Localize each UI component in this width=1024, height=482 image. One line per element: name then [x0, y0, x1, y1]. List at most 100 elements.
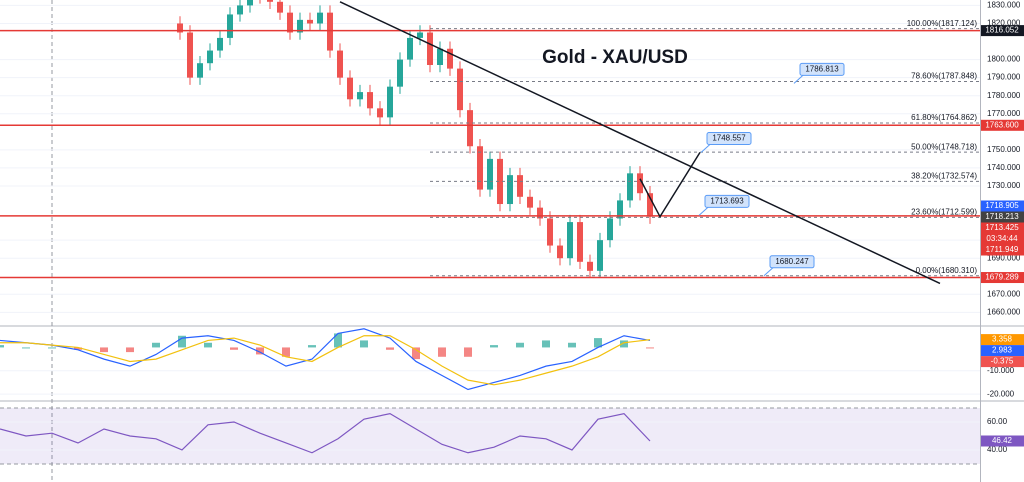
- y-tick-label: 1790.000: [987, 73, 1021, 82]
- fib-label: 61.80%(1764.862): [911, 113, 977, 122]
- candle-body: [237, 5, 243, 15]
- rsi-band: [0, 408, 980, 464]
- y-tick-label: 60.00: [987, 417, 1008, 426]
- callout-box: [769, 255, 815, 269]
- candle-body: [407, 37, 413, 60]
- y-tick-label: 1750.000: [987, 145, 1021, 154]
- price-tag: [981, 356, 1024, 368]
- y-tick-label: -20.000: [987, 389, 1015, 398]
- callout-box: [799, 62, 845, 76]
- candle-body: [297, 19, 303, 33]
- macd-histogram-bar: [646, 347, 654, 349]
- y-tick-label: 1780.000: [987, 91, 1021, 100]
- price-tag-label: 1763.600: [985, 120, 1019, 129]
- macd-histogram-bar: [178, 335, 186, 348]
- indicator-line: [0, 412, 651, 454]
- callout-label: 1713.693: [710, 197, 744, 206]
- candle-body: [337, 50, 343, 78]
- projection: [639, 151, 701, 219]
- candle-body: [587, 261, 593, 271]
- price-tag-label: 3.358: [992, 335, 1013, 344]
- macd-histogram-bar: [152, 342, 160, 348]
- candle-body: [197, 63, 203, 78]
- candle-body: [437, 48, 443, 65]
- macd-histogram-bar: [256, 347, 264, 355]
- candle-body: [577, 222, 583, 262]
- fib-label: 38.20%(1732.574): [911, 171, 977, 180]
- candle-body: [267, 0, 273, 2]
- candle-body: [637, 173, 643, 194]
- candle-body: [357, 92, 363, 100]
- callout-label: 1680.247: [775, 257, 809, 266]
- macd-histogram-bar: [100, 347, 108, 353]
- pane: [0, 328, 980, 395]
- candle-body: [607, 218, 613, 241]
- candle-body: [347, 77, 353, 100]
- candle-body: [557, 245, 563, 259]
- price-tag: [981, 272, 1024, 284]
- price-tag: [981, 222, 1024, 234]
- macd-histogram-bar: [334, 333, 342, 348]
- macd-histogram-bar: [282, 347, 290, 357]
- y-tick-label: 1770.000: [987, 109, 1021, 118]
- candle-body: [487, 158, 493, 190]
- macd-histogram-bar: [542, 340, 550, 348]
- price-tag-label: 1718.213: [985, 212, 1019, 221]
- y-tick-label: 1690.000: [987, 253, 1021, 262]
- fib-label: 0.00%(1680.310): [916, 266, 978, 275]
- macd-histogram-bar: [386, 347, 394, 350]
- y-tick-label: 1800.000: [987, 55, 1021, 64]
- price-tag-label: 1713.425: [985, 223, 1019, 232]
- plot: 1830.000 1820.000 1800.000 1790.000 1780.000…: [0, 0, 1024, 465]
- price-tag-label: 1711.949: [986, 245, 1019, 254]
- callout-label: 1786.813: [805, 65, 839, 74]
- candle-body: [187, 32, 193, 78]
- candle-body: [517, 175, 523, 197]
- candle-body: [527, 196, 533, 208]
- price-tag-label: 1718.905: [985, 201, 1019, 210]
- macd-histogram-bar: [126, 347, 134, 353]
- macd-histogram-bar: [412, 347, 420, 360]
- macd-histogram-bar: [0, 345, 4, 348]
- fib-label: 23.60%(1712.599): [911, 208, 977, 217]
- candle-body: [617, 200, 623, 219]
- candle-body: [507, 175, 513, 205]
- candle-body: [547, 218, 553, 246]
- macd-histogram-bar: [308, 345, 316, 348]
- macd-histogram-bar: [22, 347, 30, 349]
- macd-histogram-bar: [620, 340, 628, 348]
- candle-body: [447, 48, 453, 69]
- price-tag: [981, 211, 1024, 223]
- price-tag: [981, 334, 1024, 346]
- y-tick-label: 40.00: [987, 445, 1008, 454]
- candle-body: [627, 173, 633, 201]
- candle-body: [477, 146, 483, 190]
- price-tag-label: 1679.289: [985, 273, 1019, 282]
- candle-body: [317, 12, 323, 24]
- indicator-line: [0, 335, 651, 386]
- candle-body: [387, 86, 393, 118]
- macd-histogram-bar: [568, 342, 576, 348]
- candle-body: [367, 92, 373, 109]
- macd-histogram-bar: [74, 347, 82, 350]
- candle-body: [497, 158, 503, 205]
- price-tag: [981, 244, 1024, 256]
- y-tick-label: 1670.000: [987, 289, 1021, 298]
- indicator-line: [0, 328, 651, 391]
- fib-label: 50.00%(1748.718): [911, 142, 977, 151]
- candle-body: [567, 222, 573, 259]
- price-tag-label: 2.983: [992, 346, 1013, 355]
- y-tick-label: 1820.000: [987, 19, 1021, 28]
- candle-body: [427, 32, 433, 65]
- candle-body: [287, 12, 293, 33]
- candle-body: [217, 37, 223, 51]
- y-tick-label: -10.000: [987, 366, 1015, 375]
- candle-body: [247, 0, 253, 6]
- candle-body: [177, 23, 183, 33]
- callout-box: [706, 131, 752, 145]
- macd-histogram-bar: [516, 342, 524, 348]
- candle-body: [327, 12, 333, 51]
- macd-histogram-bar: [464, 347, 472, 357]
